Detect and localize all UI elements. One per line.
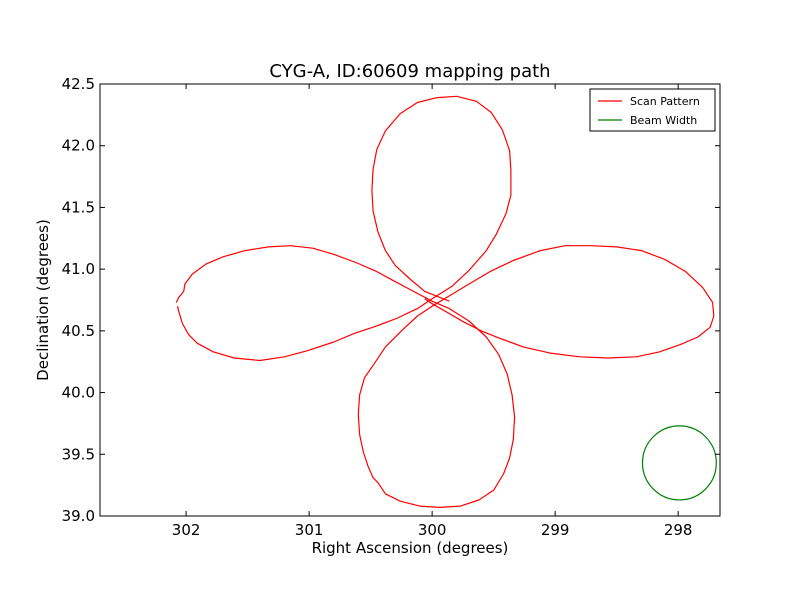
y-tick-label: 40.5 [62, 322, 95, 340]
y-tick-label: 41.0 [62, 260, 95, 278]
x-tick-label: 298 [664, 521, 693, 539]
x-tick-label: 300 [418, 521, 447, 539]
data-layer [175, 95, 717, 508]
ticks-layer: 302 301 300 299 298 39.0 39.5 40.0 40.5 41.0 41.5 4… [62, 75, 720, 539]
chart-title: CYG-A, ID:60609 mapping path [269, 61, 550, 82]
y-tick-label: 39.5 [62, 445, 95, 463]
x-tick-label: 301 [295, 521, 324, 539]
y-tick-label: 40.0 [62, 384, 95, 402]
plot-frame [99, 83, 721, 517]
beam-width-circle [641, 425, 717, 501]
x-tick-label: 302 [172, 521, 201, 539]
y-tick-label: 41.5 [62, 198, 95, 216]
plot-area [100, 84, 720, 516]
y-tick-label: 42.0 [62, 137, 95, 155]
legend-label-scan-pattern: Scan Pattern [630, 95, 700, 108]
x-axis-label: Right Ascension (degrees) [312, 539, 509, 557]
legend-box [589, 88, 716, 132]
legend-label-beam-width: Beam Width [630, 114, 697, 127]
scan-pattern-line-segment-1 [176, 95, 512, 362]
x-tick-label: 299 [541, 521, 570, 539]
scan-pattern-line-segment-2 [175, 245, 715, 508]
y-axis-label: Declination (degrees) [34, 219, 52, 381]
legend: Scan Pattern Beam Width [589, 88, 716, 132]
y-tick-label: 42.5 [62, 75, 95, 93]
y-tick-label: 39.0 [62, 507, 95, 525]
